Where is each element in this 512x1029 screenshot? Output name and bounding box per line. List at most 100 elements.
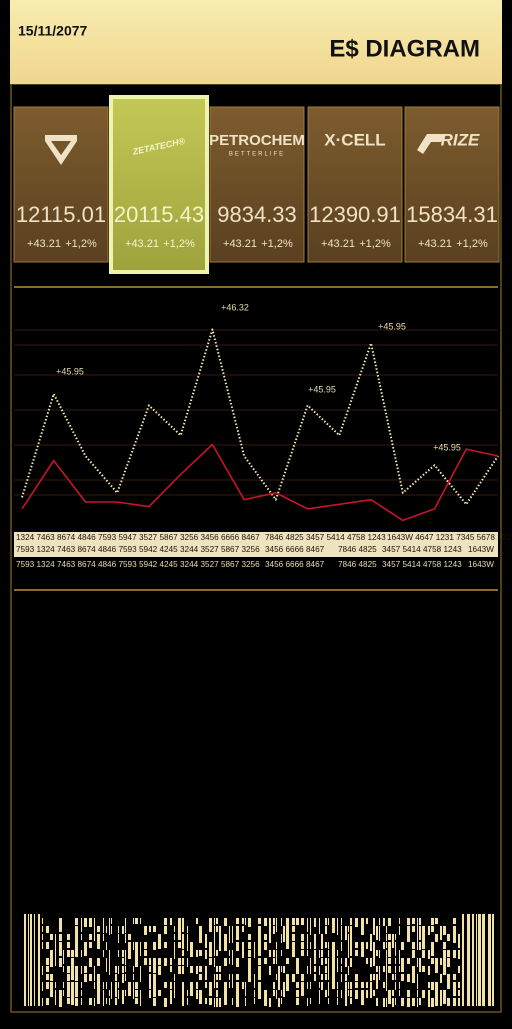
barcode	[24, 914, 494, 1007]
barcode-bar	[149, 990, 151, 998]
barcode-bar	[458, 966, 460, 973]
change: +43.21	[125, 238, 159, 250]
barcode-bar	[407, 958, 410, 964]
barcode-bar	[443, 998, 446, 1004]
barcode-bar	[296, 958, 299, 966]
barcode-bar	[122, 958, 124, 964]
barcode-bar	[345, 982, 347, 991]
barcode-bar	[370, 974, 372, 981]
barcode-bar	[97, 942, 100, 949]
barcode-bar	[118, 950, 119, 957]
barcode-bar	[254, 982, 255, 988]
barcode-bar	[153, 926, 156, 932]
barcode-bar	[81, 998, 82, 1005]
barcode-bar	[216, 974, 218, 980]
barcode-bar	[407, 918, 410, 925]
barcode-bar	[232, 950, 233, 959]
barcode-bar	[149, 966, 151, 972]
barcode-bar	[443, 926, 446, 935]
barcode-bar	[248, 966, 251, 975]
barcode-bar	[386, 934, 387, 941]
barcode-bar	[140, 918, 141, 924]
barcode-bar	[276, 926, 277, 932]
barcode-bar	[417, 974, 418, 982]
barcode-bar	[447, 958, 450, 967]
barcode-bar	[224, 958, 227, 966]
barcode-bar	[341, 966, 342, 972]
barcode-bar	[97, 998, 100, 1004]
barcode-bar	[55, 998, 56, 1005]
barcode-bar	[361, 990, 364, 999]
barcode-bar	[348, 942, 349, 951]
barcode-bar	[278, 966, 280, 975]
ticker-card	[209, 106, 305, 263]
barcode-bar	[419, 942, 421, 950]
barcode-bar	[242, 926, 244, 932]
barcode-bar	[94, 918, 95, 927]
barcode-bar	[67, 966, 70, 973]
barcode-bar	[278, 974, 280, 982]
barcode-bar	[187, 926, 188, 933]
barcode-bar	[232, 926, 233, 935]
barcode-bar	[164, 998, 167, 1007]
barcode-bar	[71, 966, 74, 974]
barcode-bar	[341, 942, 342, 951]
barcode-bar	[370, 990, 372, 998]
barcode-bar	[149, 958, 151, 965]
barcode-bar	[28, 914, 29, 1006]
barcode-bar	[258, 974, 261, 980]
barcode-bar	[187, 998, 188, 1005]
barcode-bar	[325, 942, 327, 948]
logo: RIZE	[441, 130, 480, 149]
barcode-bar	[214, 974, 215, 983]
barcode-bar	[319, 966, 320, 975]
barcode-bar	[458, 950, 460, 959]
barcode-bar	[178, 926, 181, 934]
barcode-bar	[81, 918, 82, 927]
barcode-bar	[46, 998, 49, 1005]
barcode-bar	[273, 958, 275, 964]
barcode-bar	[348, 926, 349, 932]
barcode-bar	[292, 974, 295, 982]
barcode-bar	[366, 958, 368, 964]
barcode-bar	[63, 966, 64, 972]
barcode-bar	[321, 934, 323, 943]
barcode-bar	[337, 982, 338, 989]
barcode-bar	[392, 942, 394, 948]
barcode-bar	[307, 926, 308, 932]
barcode-bar	[264, 958, 267, 964]
barcode-bar	[428, 950, 430, 959]
barcode-bar	[170, 966, 172, 972]
barcode-bar	[115, 982, 117, 991]
barcode-bar	[361, 926, 364, 935]
barcode-bar	[71, 958, 74, 966]
barcode-bar	[59, 958, 62, 967]
barcode-bar	[59, 918, 62, 926]
barcode-bar	[301, 934, 304, 941]
barcode-bar	[307, 918, 308, 926]
barcode-bar	[310, 966, 311, 974]
barcode-bar	[149, 926, 151, 932]
barcode-bar	[341, 934, 342, 940]
barcode-bar	[283, 934, 285, 942]
barcode-bar	[196, 918, 198, 924]
barcode-bar	[419, 934, 421, 940]
barcode-bar	[337, 990, 338, 997]
barcode-bar	[292, 934, 295, 941]
barcode-bar	[281, 934, 282, 943]
barcode-bar	[328, 950, 329, 957]
barcode-bar	[174, 926, 175, 932]
barcode-bar	[254, 990, 255, 997]
barcode-bar	[97, 982, 100, 990]
barcode-bar	[214, 950, 215, 956]
barcode-bar	[301, 950, 304, 956]
barcode-bar	[386, 998, 387, 1007]
barcode-bar	[109, 918, 110, 926]
barcode-bar	[125, 958, 126, 965]
barcode-bar	[209, 998, 212, 1005]
barcode-bar	[196, 966, 198, 974]
barcode-bar	[366, 982, 368, 988]
barcode-bar	[30, 914, 32, 1006]
barcode-bar	[278, 998, 280, 1007]
barcode-bar	[435, 998, 438, 1006]
